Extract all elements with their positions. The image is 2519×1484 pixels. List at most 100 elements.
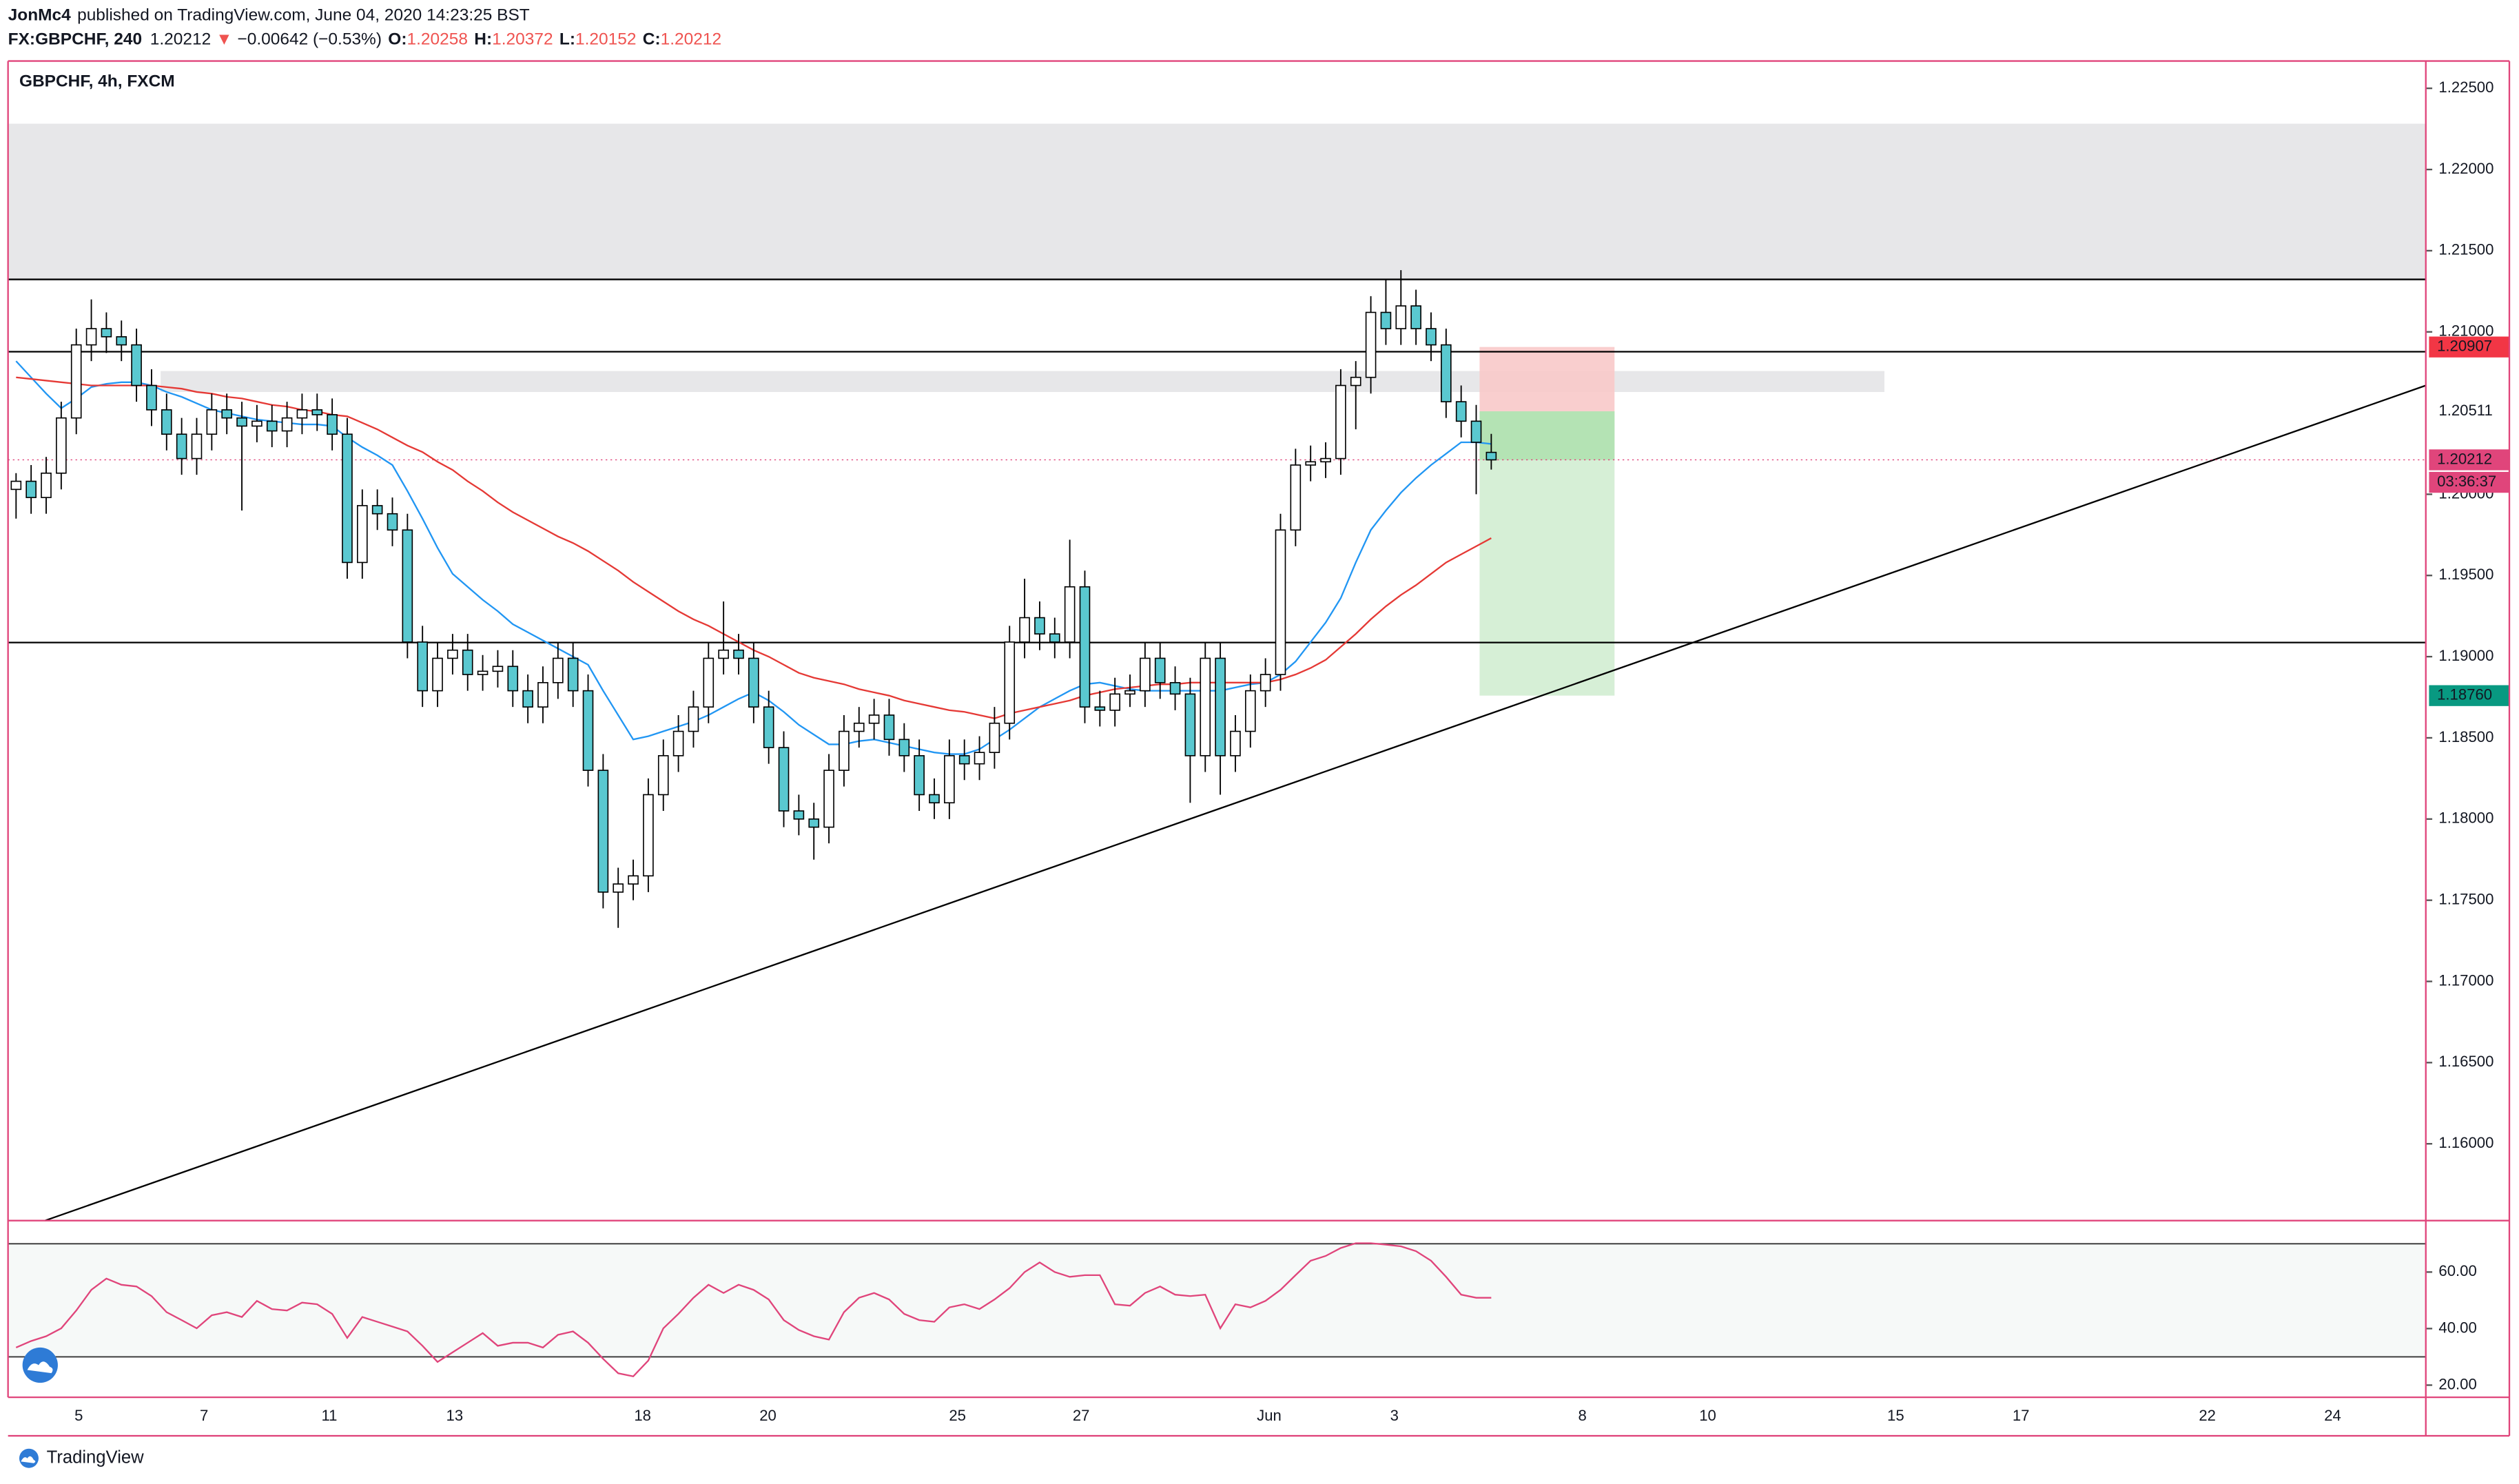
candle-body	[567, 657, 579, 692]
publish-line: JonMc4 published on TradingView.com, June…	[8, 6, 530, 25]
candle-body	[41, 472, 52, 498]
candle-body	[1124, 690, 1135, 695]
indicator-tick-label: 60.00	[2438, 1262, 2476, 1279]
x-tick-label: 22	[2199, 1407, 2216, 1424]
candle-body	[628, 875, 639, 885]
footer: TradingView	[19, 1447, 145, 1468]
footer-logo-cloud	[21, 1456, 36, 1463]
candle-body	[793, 810, 805, 820]
candle-body	[1079, 586, 1091, 708]
y-tick-label: 1.21500	[2438, 241, 2494, 258]
x-tick-label: 15	[1887, 1407, 1904, 1424]
zone	[161, 371, 1885, 392]
candle-body	[537, 682, 548, 708]
candle-body	[1441, 344, 1452, 402]
y-tick-label: 1.16000	[2438, 1134, 2494, 1151]
x-tick-label: 27	[1073, 1407, 1090, 1424]
candle-body	[1305, 461, 1317, 466]
candle-body	[853, 722, 865, 732]
candle-body	[101, 328, 112, 338]
target-label: 1.18760	[2437, 686, 2492, 703]
x-tick-label: 24	[2324, 1407, 2341, 1424]
candle-body	[672, 730, 684, 756]
y-tick-label: 1.22500	[2438, 79, 2494, 96]
candle-body	[492, 666, 504, 672]
candle-body	[191, 433, 203, 460]
candle-body	[688, 706, 699, 732]
candle-body	[613, 883, 624, 893]
candle-body	[1410, 305, 1421, 329]
candle-body	[958, 755, 970, 765]
candle-body	[974, 752, 985, 765]
ohlc-value: 1.20152	[575, 30, 636, 49]
countdown-box	[2429, 471, 2510, 493]
candle-body	[402, 529, 413, 643]
candle-body	[85, 328, 97, 346]
ohlc-value: 1.20258	[407, 30, 467, 49]
chart-title: GBPCHF, 4h, FXCM	[19, 72, 175, 90]
candle-body	[131, 344, 142, 387]
candle-body	[868, 714, 880, 724]
candle-body	[462, 649, 473, 675]
candle-body	[281, 417, 293, 432]
candle-body	[763, 706, 774, 748]
footer-brand: TradingView	[47, 1447, 145, 1467]
candle-body	[1244, 690, 1256, 732]
candle-body	[1034, 617, 1045, 635]
candle-body	[371, 505, 383, 515]
candle-body	[582, 690, 594, 771]
indicator-tick-label: 20.00	[2438, 1375, 2476, 1392]
candle-body	[176, 433, 187, 460]
candle-body	[342, 433, 353, 564]
candle-body	[1380, 311, 1392, 329]
candle-body	[477, 670, 489, 675]
candle-body	[883, 714, 895, 741]
x-tick-label: 18	[634, 1407, 651, 1424]
candle-body	[507, 666, 519, 692]
stop-box	[2429, 336, 2510, 358]
x-tick-label: 10	[1699, 1407, 1716, 1424]
countdown: 03:36:37	[2437, 473, 2496, 490]
x-tick-label: 5	[74, 1407, 83, 1424]
zone	[8, 123, 2426, 280]
candle-body	[914, 755, 925, 796]
candle-body	[1455, 401, 1467, 422]
ohlc-label: H:	[474, 30, 492, 49]
candle-body	[1154, 657, 1166, 683]
candle-body	[25, 480, 37, 498]
candle-body	[1200, 657, 1211, 756]
candle-body	[56, 417, 67, 474]
candle-body	[1215, 657, 1226, 756]
author: JonMc4	[8, 6, 72, 25]
candle-body	[116, 336, 127, 346]
candle-body	[266, 420, 278, 432]
stop-label: 1.20907	[2437, 337, 2492, 354]
y-tick-label: 1.17500	[2438, 891, 2494, 908]
candle-body	[1485, 451, 1497, 461]
indicator-band	[8, 1244, 2426, 1357]
symbol-line: FX:GBPCHF, 240 1.20212 ▼ −0.00642 (−0.53%) O…	[8, 30, 721, 49]
ohlc-value: 1.20372	[492, 30, 553, 49]
entry-label: 1.20511	[2438, 402, 2492, 419]
candle-body	[251, 420, 263, 427]
candle-body	[296, 409, 308, 419]
candle-body	[823, 770, 834, 828]
candle-body	[356, 505, 368, 564]
candle-body	[1064, 586, 1076, 643]
change: −0.00642 (−0.53%)	[237, 30, 382, 49]
candle-body	[1169, 682, 1181, 695]
candle-body	[10, 480, 22, 491]
x-tick-label: 7	[200, 1407, 208, 1424]
candle-body	[748, 657, 759, 708]
profit-zone	[1479, 411, 1615, 460]
y-tick-label: 1.16500	[2438, 1053, 2494, 1070]
x-tick-label: 20	[759, 1407, 777, 1424]
candle-body	[1004, 641, 1016, 724]
x-tick-label: 3	[1390, 1407, 1399, 1424]
last-price: 1.20212	[150, 30, 211, 49]
ohlc-value: 1.20212	[661, 30, 721, 49]
candle-body	[311, 409, 323, 415]
x-tick-label: 8	[1579, 1407, 1587, 1424]
candle-body	[643, 794, 654, 877]
candle-body	[70, 344, 82, 419]
